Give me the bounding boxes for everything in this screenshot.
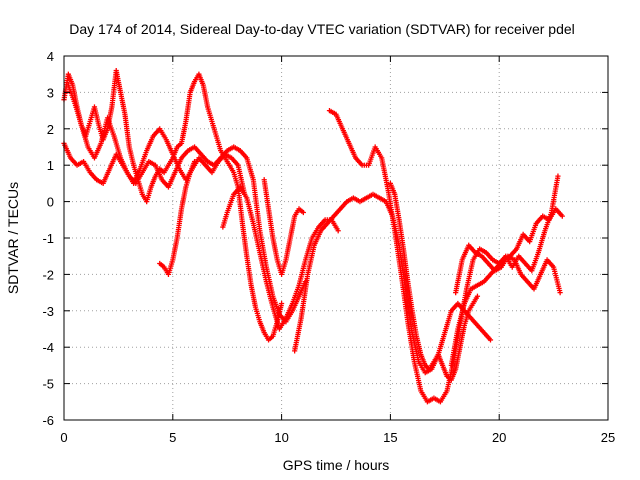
data-point-marker	[555, 173, 561, 179]
x-tick-label: 0	[60, 430, 67, 445]
series-trace-10	[448, 206, 565, 368]
data-point-marker	[474, 293, 481, 299]
data-point-marker	[300, 209, 306, 216]
series-trace-5	[220, 184, 341, 332]
series-trace-11	[387, 180, 481, 383]
data-point-marker	[279, 300, 285, 307]
series-trace-8	[326, 108, 561, 405]
y-tick-label: -1	[42, 231, 54, 246]
y-tick-label: -5	[42, 377, 54, 392]
x-tick-label: 15	[383, 430, 397, 445]
x-axis-ticks: 0 5 10 15 20 25	[60, 56, 615, 445]
data-point-marker	[557, 290, 563, 296]
data-marks	[61, 67, 565, 405]
data-point-marker	[487, 337, 494, 343]
series-trace-3	[65, 82, 248, 197]
x-tick-label: 25	[601, 430, 615, 445]
y-axis-ticks: 4 3 2 1 0 -1 -2 -3 -4 -5 -6	[42, 49, 608, 428]
y-tick-label: 0	[47, 195, 54, 210]
y-tick-label: -6	[42, 413, 54, 428]
x-axis-title: GPS time / hours	[283, 457, 390, 473]
x-tick-label: 5	[169, 430, 176, 445]
data-point-marker	[191, 158, 198, 165]
x-tick-label: 10	[274, 430, 288, 445]
series-trace-1	[61, 67, 285, 343]
chart-title: Day 174 of 2014, Sidereal Day-to-day VTE…	[69, 21, 575, 37]
series-trace-4	[157, 158, 198, 277]
y-tick-label: -3	[42, 304, 54, 319]
grid	[64, 56, 608, 420]
series-trace-6	[261, 177, 306, 277]
y-tick-label: 1	[47, 158, 54, 173]
y-tick-label: -2	[42, 267, 54, 282]
y-tick-label: 2	[47, 122, 54, 137]
y-tick-label: 3	[47, 85, 54, 100]
x-tick-label: 20	[492, 430, 506, 445]
y-axis-title: SDTVAR / TECUs	[5, 182, 21, 294]
data-point-marker	[335, 228, 341, 234]
data-point-marker	[559, 213, 565, 219]
y-tick-label: -4	[42, 340, 54, 355]
y-tick-label: 4	[47, 49, 54, 64]
